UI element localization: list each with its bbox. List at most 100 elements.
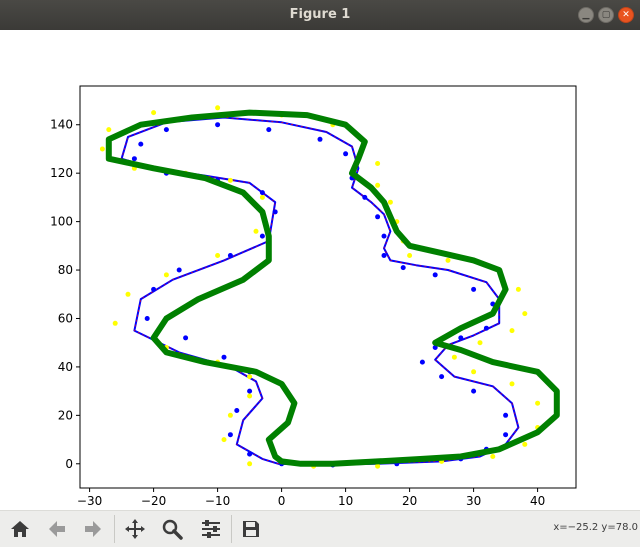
data-point xyxy=(432,345,438,350)
home-icon xyxy=(11,521,29,537)
data-point xyxy=(221,354,227,360)
back-button[interactable] xyxy=(44,516,70,542)
data-point xyxy=(138,141,144,147)
x-tick-label: 20 xyxy=(402,494,417,508)
zoom-button[interactable] xyxy=(159,516,185,542)
data-point xyxy=(131,156,137,162)
pan-button[interactable] xyxy=(122,516,148,542)
y-tick-label: 80 xyxy=(58,263,73,277)
data-point xyxy=(247,451,253,457)
data-point xyxy=(215,122,221,128)
data-point xyxy=(247,388,253,394)
chart: −30 −20 −10 0 10 20 30 40 0 20 40 60 80 100 120 140 xyxy=(50,85,577,508)
zoom-icon xyxy=(162,519,183,540)
series-line xyxy=(105,109,560,467)
forward-button[interactable] xyxy=(80,516,106,542)
data-point xyxy=(125,291,131,297)
data-point xyxy=(144,316,150,321)
axes-frame xyxy=(79,85,577,489)
data-point xyxy=(253,228,259,234)
data-point xyxy=(151,286,157,292)
data-point xyxy=(522,311,528,317)
data-point xyxy=(471,369,477,375)
x-tick-label: 40 xyxy=(530,494,545,508)
toolbar-separator xyxy=(114,515,115,543)
data-point xyxy=(509,328,515,334)
back-arrow-icon xyxy=(49,521,65,537)
data-point xyxy=(445,257,451,263)
data-point xyxy=(503,412,509,418)
data-point xyxy=(362,194,368,200)
data-point xyxy=(215,253,221,258)
data-point xyxy=(317,136,323,142)
data-point xyxy=(227,432,233,438)
data-point xyxy=(439,374,445,380)
data-point xyxy=(375,161,381,166)
maximize-button[interactable]: ▢ xyxy=(598,7,614,23)
data-point xyxy=(227,412,233,418)
plot-content xyxy=(99,105,560,469)
data-point xyxy=(375,214,381,220)
data-point xyxy=(221,437,227,443)
configure-subplots-icon xyxy=(202,520,220,538)
x-tick-label: −30 xyxy=(77,494,102,508)
x-tick-label: −20 xyxy=(141,494,166,508)
y-tick-label: 20 xyxy=(58,408,73,422)
y-tick-label: 60 xyxy=(58,311,73,325)
data-point xyxy=(451,354,457,360)
data-point xyxy=(471,388,477,394)
y-tick-label: 140 xyxy=(50,118,73,132)
data-point xyxy=(400,265,406,271)
close-button[interactable]: ✕ xyxy=(618,7,634,23)
save-icon xyxy=(243,521,259,537)
data-point xyxy=(381,233,387,239)
y-tick-label: 40 xyxy=(58,360,73,374)
figure-canvas[interactable]: −30 −20 −10 0 10 20 30 40 0 20 40 60 80 100 120 140 xyxy=(0,30,640,510)
data-point xyxy=(381,253,387,258)
x-tick-label: 0 xyxy=(278,494,286,508)
data-point xyxy=(477,340,483,346)
minimize-icon: ▁ xyxy=(582,9,590,20)
data-point xyxy=(375,182,381,188)
y-axis: 0 20 40 60 80 100 120 140 xyxy=(50,118,80,471)
minimize-button[interactable]: ▁ xyxy=(578,7,594,23)
x-tick-label: −10 xyxy=(205,494,230,508)
save-button[interactable] xyxy=(238,516,264,542)
data-point xyxy=(247,374,253,380)
configure-subplots-button[interactable] xyxy=(198,516,224,542)
y-tick-label: 0 xyxy=(65,457,73,471)
y-tick-label: 100 xyxy=(50,215,73,229)
data-point xyxy=(163,272,169,278)
data-point xyxy=(151,110,157,116)
data-point xyxy=(234,408,240,413)
data-point xyxy=(112,320,118,326)
x-tick-label: 10 xyxy=(338,494,353,508)
window-titlebar: Figure 1 ▁ ▢ ✕ xyxy=(0,0,640,30)
data-point xyxy=(407,253,413,258)
y-tick-label: 120 xyxy=(50,166,73,180)
data-point xyxy=(259,194,265,200)
series-line xyxy=(120,116,520,466)
data-point xyxy=(272,209,278,215)
data-point xyxy=(419,359,425,365)
data-point xyxy=(343,151,349,157)
data-point xyxy=(259,190,265,196)
home-button[interactable] xyxy=(7,516,33,542)
data-point xyxy=(522,441,528,447)
pan-icon xyxy=(125,519,145,539)
data-point xyxy=(387,199,393,205)
data-point xyxy=(259,233,265,239)
data-point xyxy=(99,146,105,152)
data-point xyxy=(247,461,253,467)
data-point xyxy=(227,253,233,258)
close-icon: ✕ xyxy=(622,9,630,20)
data-point xyxy=(509,381,515,387)
data-point xyxy=(227,177,233,183)
data-point xyxy=(266,127,272,133)
data-point xyxy=(176,267,182,273)
x-tick-label: 30 xyxy=(466,494,481,508)
x-axis: −30 −20 −10 0 10 20 30 40 xyxy=(77,488,545,508)
window-title: Figure 1 xyxy=(289,7,351,22)
data-point xyxy=(106,127,112,133)
navigation-toolbar: x=−25.2 y=78.0 xyxy=(0,510,640,547)
